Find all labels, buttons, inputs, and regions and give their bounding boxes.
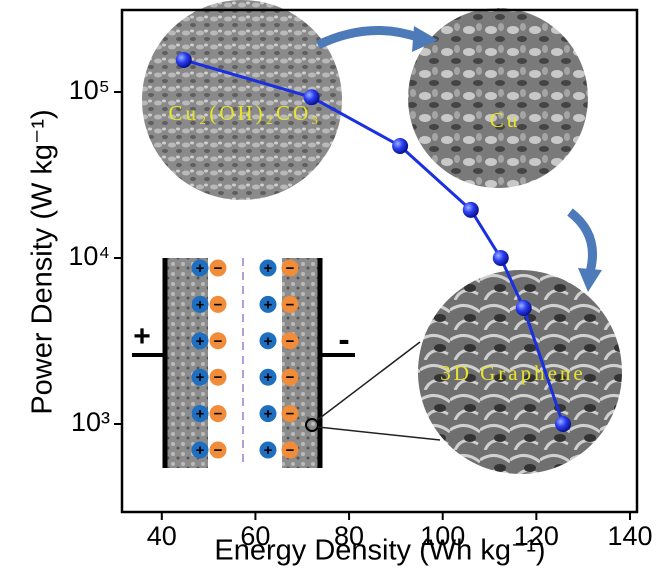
x-tick-label: 100 bbox=[420, 521, 465, 551]
ion-sign: + bbox=[264, 260, 273, 277]
ion-sign: − bbox=[286, 333, 295, 350]
ion-sign: − bbox=[214, 442, 223, 459]
page: +−+−+−+−+−+−+−+−+−+−+−+− Energy Density … bbox=[0, 0, 665, 576]
chart: +−+−+−+−+−+−+−+−+−+−+−+− Energy Density … bbox=[0, 0, 665, 571]
data-point bbox=[392, 138, 408, 154]
ion-sign: + bbox=[196, 260, 205, 277]
ion-sign: − bbox=[214, 333, 223, 350]
ion-sign: − bbox=[286, 406, 295, 423]
arrow bbox=[318, 30, 420, 45]
data-point bbox=[555, 416, 571, 432]
x-tick-label: 40 bbox=[147, 521, 177, 551]
ion-sign: + bbox=[196, 369, 205, 386]
ion-sign: − bbox=[214, 296, 223, 313]
ion-sign: − bbox=[214, 369, 223, 386]
y-tick-label: 10⁴ bbox=[68, 241, 110, 271]
y-tick-label: 10⁵ bbox=[69, 75, 110, 105]
ion-sign: + bbox=[196, 442, 205, 459]
ion-sign: + bbox=[264, 442, 273, 459]
x-tick-label: 140 bbox=[607, 521, 652, 551]
data-point bbox=[493, 250, 509, 266]
ion-sign: − bbox=[286, 442, 295, 459]
ion-sign: + bbox=[196, 296, 205, 313]
ion-sign: + bbox=[264, 369, 273, 386]
x-tick-label: 80 bbox=[334, 521, 364, 551]
ion-sign: − bbox=[286, 260, 295, 277]
x-tick-label: 60 bbox=[240, 521, 270, 551]
annotation: 3D Graphene bbox=[440, 361, 586, 385]
arrow-head bbox=[578, 268, 602, 292]
data-point bbox=[516, 300, 532, 316]
y-axis-label: Power Density (W kg⁻¹) bbox=[27, 109, 59, 414]
x-tick-label: 120 bbox=[514, 521, 559, 551]
ion-sign: + bbox=[264, 406, 273, 423]
annotation: - bbox=[338, 321, 349, 359]
arrow bbox=[570, 212, 593, 272]
sem-image bbox=[408, 8, 588, 188]
ion-sign: + bbox=[264, 296, 273, 313]
ion-sign: − bbox=[214, 406, 223, 423]
ion-sign: − bbox=[286, 369, 295, 386]
data-point bbox=[304, 89, 320, 105]
ion-sign: − bbox=[214, 260, 223, 277]
inset-diagram bbox=[132, 258, 440, 468]
data-point bbox=[176, 52, 192, 68]
annotation: Cu₂(OH)₂CO₃ bbox=[169, 101, 322, 125]
ion-sign: − bbox=[286, 296, 295, 313]
annotation: Cu bbox=[490, 108, 521, 132]
data-point bbox=[463, 202, 479, 218]
annotation: + bbox=[133, 320, 151, 353]
y-tick-label: 10³ bbox=[71, 407, 110, 437]
ion-sign: + bbox=[196, 333, 205, 350]
ion-sign: + bbox=[196, 406, 205, 423]
ion-sign: + bbox=[264, 333, 273, 350]
